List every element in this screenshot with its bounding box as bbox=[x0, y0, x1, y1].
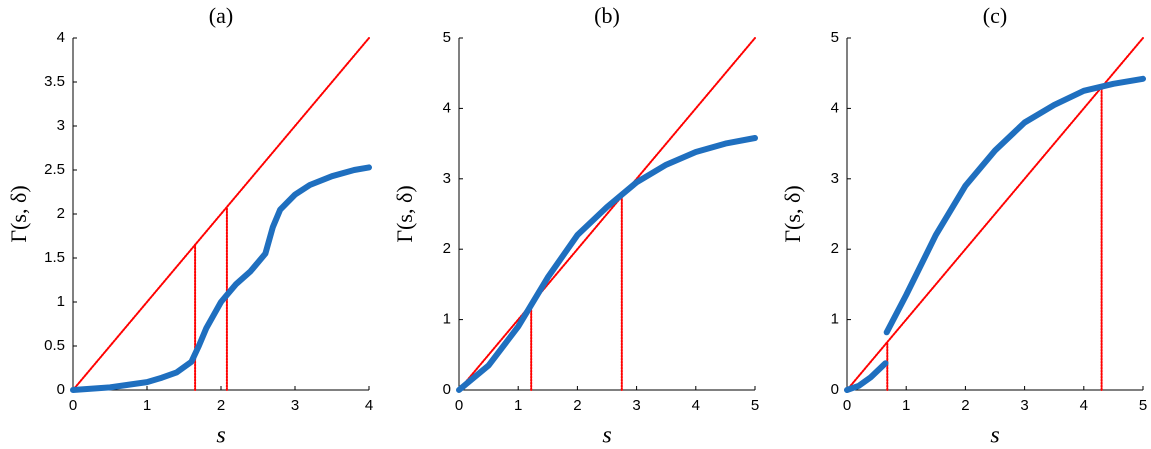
x-tick-label: 4 bbox=[692, 397, 700, 414]
x-tick-label: 2 bbox=[573, 397, 581, 414]
x-tick-label: 4 bbox=[1080, 397, 1088, 414]
x-tick-label: 3 bbox=[1020, 397, 1028, 414]
curve bbox=[70, 164, 372, 393]
dotted-line bbox=[846, 37, 1144, 391]
x-tick-label: 1 bbox=[514, 397, 522, 414]
x-tick-label: 5 bbox=[1139, 397, 1147, 414]
y-tick-label: 0 bbox=[443, 381, 451, 398]
x-axis-label: s bbox=[602, 423, 611, 449]
y-tick-label: 5 bbox=[831, 29, 839, 46]
y-tick-label: 2.5 bbox=[44, 161, 65, 178]
x-tick-label: 0 bbox=[69, 397, 77, 414]
y-tick-label: 5 bbox=[443, 29, 451, 46]
y-tick-label: 1.5 bbox=[44, 249, 65, 266]
y-tick-label: 1 bbox=[831, 311, 839, 328]
dotted-line bbox=[72, 37, 370, 391]
curve bbox=[456, 135, 758, 393]
x-tick-label: 1 bbox=[902, 397, 910, 414]
y-axis-label: Γ(s, δ) bbox=[6, 185, 31, 242]
x-axis-label: s bbox=[990, 423, 999, 449]
y-tick-label: 2 bbox=[831, 240, 839, 257]
x-tick-label: 5 bbox=[751, 397, 759, 414]
dotted-line bbox=[458, 37, 756, 391]
y-axis-label: Γ(s, δ) bbox=[392, 185, 417, 242]
y-tick-label: 4 bbox=[443, 99, 451, 116]
y-tick-label: 1 bbox=[57, 293, 65, 310]
y-tick-label: 0.5 bbox=[44, 337, 65, 354]
x-tick-label: 2 bbox=[217, 397, 225, 414]
x-tick-label: 4 bbox=[365, 397, 373, 414]
x-tick-label: 1 bbox=[143, 397, 151, 414]
panel-title: (c) bbox=[983, 3, 1007, 28]
panel-title: (b) bbox=[594, 3, 620, 28]
x-tick-label: 3 bbox=[632, 397, 640, 414]
y-tick-label: 0 bbox=[831, 381, 839, 398]
y-tick-label: 3 bbox=[443, 170, 451, 187]
x-axis-label: s bbox=[216, 423, 225, 449]
y-tick-label: 4 bbox=[57, 29, 65, 46]
x-tick-label: 0 bbox=[843, 397, 851, 414]
x-tick-label: 0 bbox=[455, 397, 463, 414]
y-tick-label: 3 bbox=[831, 170, 839, 187]
y-tick-label: 1 bbox=[443, 311, 451, 328]
y-axis-label: Γ(s, δ) bbox=[780, 185, 805, 242]
curve bbox=[844, 75, 1146, 393]
y-tick-label: 3 bbox=[57, 117, 65, 134]
y-tick-label: 2 bbox=[57, 205, 65, 222]
y-tick-label: 4 bbox=[831, 99, 839, 116]
y-tick-label: 3.5 bbox=[44, 73, 65, 90]
y-tick-label: 0 bbox=[57, 381, 65, 398]
y-tick-label: 2 bbox=[443, 240, 451, 257]
panel-title: (a) bbox=[209, 3, 233, 28]
x-tick-label: 3 bbox=[291, 397, 299, 414]
x-tick-label: 2 bbox=[961, 397, 969, 414]
